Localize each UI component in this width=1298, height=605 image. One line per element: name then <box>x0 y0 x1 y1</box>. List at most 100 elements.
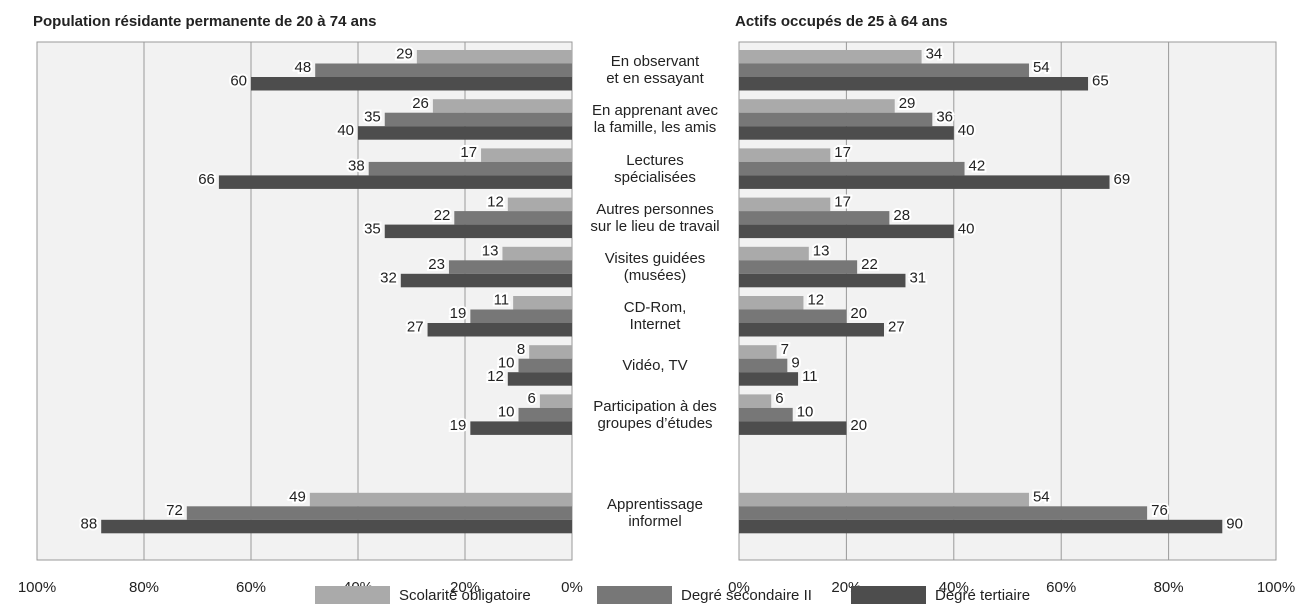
bar <box>368 161 572 176</box>
value-label: 20 <box>850 417 867 434</box>
bar <box>529 345 572 359</box>
bar <box>432 99 572 113</box>
bar <box>101 519 572 534</box>
bar <box>739 309 847 323</box>
bar <box>739 407 793 422</box>
value-label: 38 <box>348 158 365 175</box>
bar <box>507 197 572 212</box>
legend-swatch <box>851 586 926 604</box>
value-label: 13 <box>813 243 830 260</box>
bar <box>739 519 1223 534</box>
bar <box>384 224 572 239</box>
x-tick-label: 60% <box>236 579 266 596</box>
bar <box>739 246 809 261</box>
panel-title: Actifs occupés de 25 à 64 ans <box>735 13 948 30</box>
legend-label: Degré secondaire II <box>681 587 812 604</box>
bar <box>739 273 906 288</box>
x-tick-label: 0% <box>728 579 750 596</box>
value-label: 10 <box>498 404 515 421</box>
value-label: 40 <box>337 122 354 139</box>
bar <box>400 273 572 288</box>
bar <box>502 246 572 261</box>
category-label: Visites guidées (musées) <box>604 250 706 285</box>
value-label: 11 <box>494 292 510 309</box>
value-label: 17 <box>460 144 477 161</box>
category-label: En observant et en essayant <box>606 53 704 88</box>
panel-title: Population résidante permanente de 20 à … <box>33 13 376 30</box>
x-tick-label: 80% <box>1154 579 1184 596</box>
category-label: Autres personnes sur le lieu de travail <box>590 200 720 235</box>
value-label: 35 <box>364 108 381 125</box>
bar <box>739 345 777 359</box>
value-label: 60 <box>230 73 247 90</box>
value-label: 31 <box>909 270 926 287</box>
bar <box>251 77 572 91</box>
value-label: 6 <box>528 390 536 407</box>
value-label: 88 <box>81 516 98 533</box>
x-tick-label: 60% <box>1046 579 1076 596</box>
bar <box>218 175 572 189</box>
value-label: 12 <box>807 292 824 309</box>
bar <box>186 506 573 520</box>
category-label: Lectures spécialisées <box>614 151 696 186</box>
bar <box>427 323 572 337</box>
value-label: 54 <box>1033 59 1050 76</box>
value-label: 32 <box>380 270 397 287</box>
bar <box>739 224 954 239</box>
bar <box>739 358 788 373</box>
bar <box>309 492 572 507</box>
bar <box>518 358 572 373</box>
category-label: CD-Rom, Internet <box>623 299 687 334</box>
value-label: 7 <box>781 341 789 358</box>
value-label: 54 <box>1033 489 1050 506</box>
bar <box>739 161 965 176</box>
bar <box>481 148 572 162</box>
bar <box>739 99 895 113</box>
x-tick-label: 100% <box>18 579 56 596</box>
legend-swatch <box>315 586 390 604</box>
value-label: 12 <box>487 368 504 385</box>
x-tick-label: 0% <box>561 579 583 596</box>
bar <box>739 126 954 140</box>
legend-label: Degré tertiaire <box>935 587 1030 604</box>
value-label: 13 <box>482 243 499 260</box>
bar <box>739 63 1029 77</box>
bar <box>739 197 831 212</box>
value-label: 17 <box>834 193 851 210</box>
value-label: 40 <box>958 220 975 237</box>
value-label: 10 <box>498 354 515 371</box>
category-label: Vidéo, TV <box>622 356 688 374</box>
value-label: 10 <box>797 404 814 421</box>
bar <box>739 372 799 386</box>
value-label: 19 <box>450 417 467 434</box>
value-label: 29 <box>899 95 916 112</box>
x-tick-label: 40% <box>939 579 969 596</box>
category-label: Apprentissage informel <box>607 496 703 531</box>
value-label: 69 <box>1114 171 1131 188</box>
bar <box>454 211 572 225</box>
legend-swatch <box>597 586 672 604</box>
bar <box>739 112 933 127</box>
value-label: 35 <box>364 220 381 237</box>
bar <box>739 175 1110 189</box>
bar <box>384 112 572 127</box>
bar <box>539 394 572 408</box>
bar <box>739 148 831 162</box>
bar <box>739 296 804 310</box>
value-label: 29 <box>396 46 413 63</box>
bar <box>513 296 572 310</box>
legend-label: Scolarité obligatoire <box>399 587 531 604</box>
bar <box>739 50 922 64</box>
value-label: 26 <box>412 95 429 112</box>
bar <box>358 126 572 140</box>
value-label: 66 <box>198 171 215 188</box>
bar <box>507 372 572 386</box>
value-label: 11 <box>802 368 818 385</box>
x-tick-label: 80% <box>129 579 159 596</box>
value-label: 27 <box>888 319 905 336</box>
value-label: 27 <box>407 319 424 336</box>
bar <box>315 63 572 77</box>
value-label: 36 <box>936 108 953 125</box>
bar <box>739 211 890 225</box>
